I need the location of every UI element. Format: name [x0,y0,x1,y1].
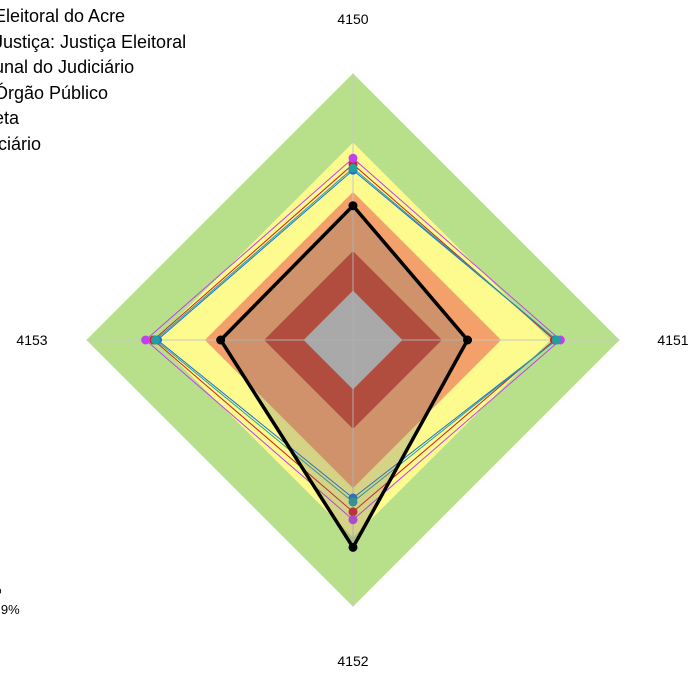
scale-text: % [0,582,2,597]
axis-label: 4151 [657,332,688,348]
legend-line: unal do Judiciário [0,57,135,77]
axis-label: 4150 [337,11,368,27]
series-point [463,335,473,345]
series-point [551,335,561,345]
series-point [216,335,226,345]
legend-line: Justiça: Justiça Eleitoral [0,31,187,52]
series-point [348,542,358,552]
scale-text: 9,9% [0,602,20,617]
legend-line: eta [0,108,20,128]
axis-label: 4152 [337,653,368,669]
chart-legend: Eleitoral do Acre Justiça: Justiça Eleit… [0,4,186,157]
series-point [348,163,358,173]
series-point [348,201,358,211]
series-layer [141,153,565,552]
series-point [348,153,358,163]
series-point [141,335,151,345]
series-point [348,507,358,517]
axis-label: 4153 [16,332,47,348]
legend-line: Eleitoral do Acre [0,6,126,26]
series-point [348,497,358,507]
legend-line: iciário [0,133,42,154]
legend-line: Órgão Público [0,82,109,103]
series-point [348,515,358,525]
axis-label-layer: 4150 4151 4152 4153 [16,11,688,669]
series-point [151,335,160,345]
